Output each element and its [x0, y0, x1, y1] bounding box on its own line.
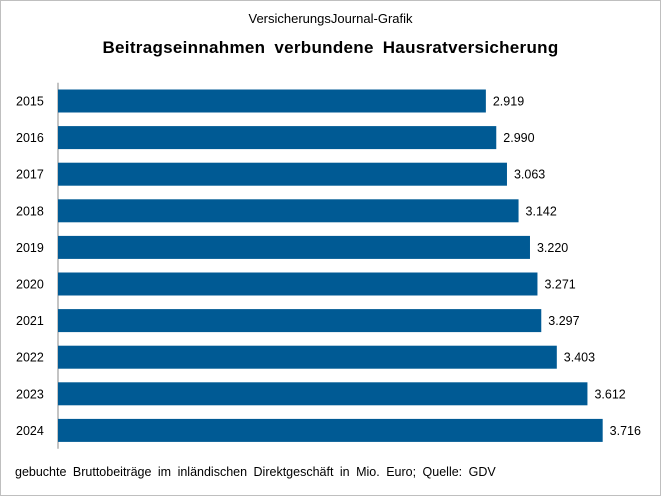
- bar: [58, 162, 507, 186]
- value-label: 2.990: [503, 131, 534, 145]
- value-label: 3.220: [537, 241, 568, 255]
- bar: [58, 89, 486, 113]
- chart-footnote: gebuchte Bruttobeiträge im inländischen …: [15, 465, 496, 479]
- value-label: 3.716: [610, 424, 641, 438]
- category-label: 2024: [16, 424, 44, 438]
- value-label: 3.297: [548, 314, 579, 328]
- category-label: 2017: [16, 168, 44, 182]
- bar: [58, 272, 538, 296]
- value-label: 3.271: [544, 278, 575, 292]
- bar: [58, 126, 497, 150]
- value-label: 2.919: [493, 95, 524, 109]
- category-label: 2016: [16, 131, 44, 145]
- bar: [58, 418, 603, 442]
- category-label: 2019: [16, 241, 44, 255]
- category-label: 2018: [16, 204, 44, 218]
- bar: [58, 235, 530, 259]
- bar: [58, 345, 557, 369]
- category-label: 2015: [16, 95, 44, 109]
- bar: [58, 309, 542, 333]
- value-label: 3.142: [526, 204, 557, 218]
- value-label: 3.403: [564, 351, 595, 365]
- bar: [58, 199, 519, 223]
- value-label: 3.612: [594, 387, 625, 401]
- category-label: 2023: [16, 387, 44, 401]
- value-label: 3.063: [514, 168, 545, 182]
- chart-title: Beitragseinnahmen verbundene Hausratvers…: [102, 38, 559, 57]
- category-label: 2020: [16, 278, 44, 292]
- chart-supertitle: VersicherungsJournal-Grafik: [248, 11, 413, 26]
- category-label: 2021: [16, 314, 44, 328]
- bar: [58, 382, 588, 406]
- category-label: 2022: [16, 351, 44, 365]
